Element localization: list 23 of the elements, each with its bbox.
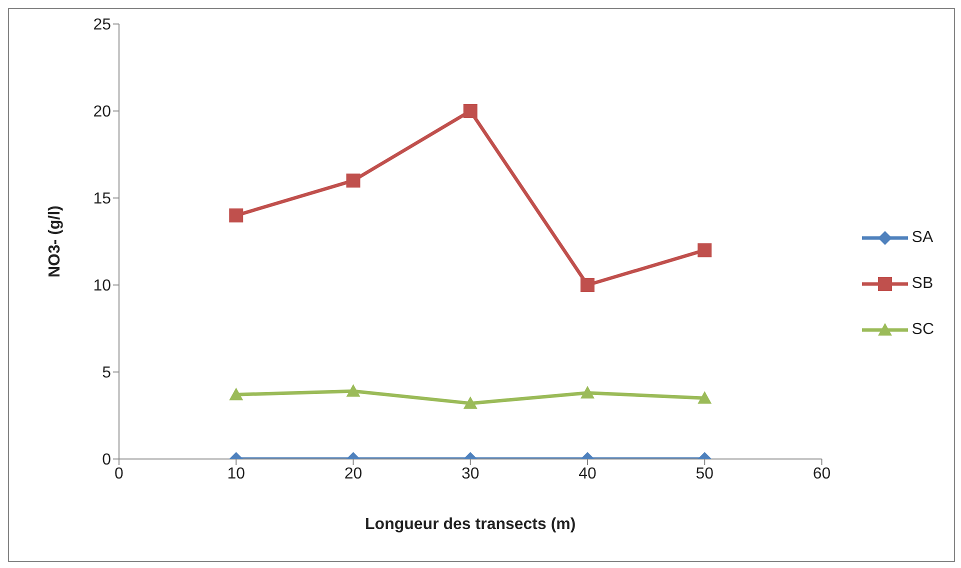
x-tick-label: 30 xyxy=(461,465,480,482)
legend-label: SB xyxy=(912,274,934,294)
point xyxy=(698,243,712,258)
x-tick-label: 60 xyxy=(812,465,831,482)
legend-label: SA xyxy=(912,228,934,248)
x-tick-label: 20 xyxy=(344,465,362,482)
x-tick-label: 0 xyxy=(114,465,124,482)
y-tick-label: 5 xyxy=(102,364,112,382)
point xyxy=(580,278,595,292)
y-tick-label: 0 xyxy=(102,452,112,469)
legend-label: SC xyxy=(912,320,934,340)
x-tick-label: 40 xyxy=(578,465,597,482)
y-tick-label: 25 xyxy=(93,16,112,34)
y-axis-title: NO3- (g/l) xyxy=(46,206,64,278)
y-tick-label: 15 xyxy=(93,190,112,208)
x-tick-label: 10 xyxy=(227,465,246,482)
y-tick-label: 10 xyxy=(93,278,112,295)
point xyxy=(463,104,478,118)
point xyxy=(229,208,244,222)
y-tick-label: 20 xyxy=(93,104,112,121)
point xyxy=(346,174,360,188)
x-tick-label: 50 xyxy=(696,465,714,482)
x-axis-title: Longueur des transects (m) xyxy=(365,516,576,533)
